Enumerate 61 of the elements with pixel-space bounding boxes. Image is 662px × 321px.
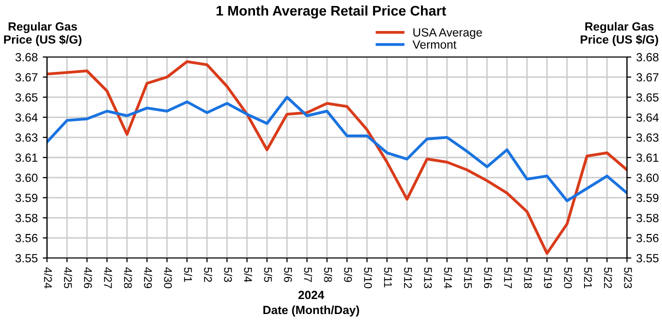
x-tick-label: 5/15 bbox=[464, 267, 472, 288]
y2-tick-label: 3.60 bbox=[636, 174, 659, 182]
y2-tick-label: 3.58 bbox=[636, 214, 658, 222]
y-tick-label: 3.65 bbox=[15, 93, 38, 102]
y-tick-label: 3.61 bbox=[15, 154, 38, 162]
x-tick-label: 5/20 bbox=[564, 267, 572, 288]
y-tick-label: 3.67 bbox=[15, 73, 38, 82]
legend-label: USA Average bbox=[413, 28, 482, 39]
x-tick-label: 4/26 bbox=[84, 267, 92, 288]
x-tick-label: 5/13 bbox=[424, 267, 432, 288]
x-tick-label: 5/16 bbox=[484, 267, 492, 288]
y2-tick-label: 3.59 bbox=[636, 194, 658, 202]
y-tick-label: 3.60 bbox=[15, 174, 38, 182]
x-tick-label: 5/11 bbox=[384, 267, 392, 288]
x-tick-label: 5/17 bbox=[504, 267, 512, 288]
legend-label: Vermont bbox=[412, 40, 456, 49]
y2-tick-label: 3.67 bbox=[636, 73, 658, 82]
x-tick-label: 5/5 bbox=[264, 267, 272, 282]
y2-tick-label: 3.55 bbox=[636, 254, 659, 262]
y-tick-label: 3.58 bbox=[15, 214, 38, 222]
text: 2024 bbox=[298, 290, 324, 300]
x-tick-label: 5/23 bbox=[624, 267, 632, 288]
x-tick-label: 5/19 bbox=[544, 267, 552, 288]
y-axis-title: Regular Gas Price (US $/G) bbox=[4, 22, 82, 46]
x-tick-label: 5/8 bbox=[324, 267, 332, 282]
y2-tick-label: 3.61 bbox=[636, 154, 658, 162]
x-tick-label: 5/21 bbox=[584, 267, 592, 288]
x-tick-label: 4/30 bbox=[164, 267, 172, 288]
line-series bbox=[47, 60, 627, 255]
x-tick-label: 4/25 bbox=[64, 267, 72, 288]
x-tick-label: 4/28 bbox=[124, 267, 132, 288]
x-tick-label: 5/2 bbox=[204, 267, 212, 282]
x-tick-label: 5/9 bbox=[344, 267, 352, 282]
x-tick-label: 5/4 bbox=[244, 267, 252, 282]
y2-axis-title: Regular Gas Price (US $/G) bbox=[580, 22, 658, 46]
y2-tick-label: 3.68 bbox=[636, 53, 658, 62]
x-tick-label: 4/29 bbox=[144, 267, 152, 288]
x-tick-label: 5/18 bbox=[524, 267, 532, 288]
y2-tick-label: 3.56 bbox=[636, 234, 658, 242]
x-tick-label: 5/22 bbox=[604, 267, 612, 288]
x-tick-label: 5/6 bbox=[284, 267, 292, 282]
x-tick-label: 5/10 bbox=[364, 267, 372, 288]
y-tick-label: 3.68 bbox=[15, 53, 38, 62]
y2-tick-label: 3.63 bbox=[636, 133, 658, 142]
y-tick-label: 3.59 bbox=[15, 194, 38, 202]
x-tick-label: 5/7 bbox=[304, 267, 312, 282]
y-tick-label: 3.56 bbox=[15, 234, 38, 242]
x-tick-label: 4/24 bbox=[44, 267, 52, 288]
x-tick-label: 5/12 bbox=[404, 267, 412, 288]
y2-tick-label: 3.64 bbox=[636, 113, 659, 122]
y-tick-label: 3.64 bbox=[15, 113, 38, 122]
chart-title: 1 Month Average Retail Price Chart bbox=[216, 5, 446, 19]
y-tick-label: 3.55 bbox=[15, 254, 38, 262]
x-tick-label: 4/27 bbox=[104, 267, 112, 288]
x-tick-label: 5/14 bbox=[444, 267, 452, 288]
x-tick-label: 5/1 bbox=[184, 267, 192, 282]
x-tick-label: 5/3 bbox=[224, 267, 232, 282]
x-axis-title: Date (Month/Day) bbox=[263, 305, 360, 316]
line-series bbox=[47, 96, 627, 202]
y2-tick-label: 3.65 bbox=[636, 93, 659, 102]
y-tick-label: 3.63 bbox=[15, 133, 38, 142]
